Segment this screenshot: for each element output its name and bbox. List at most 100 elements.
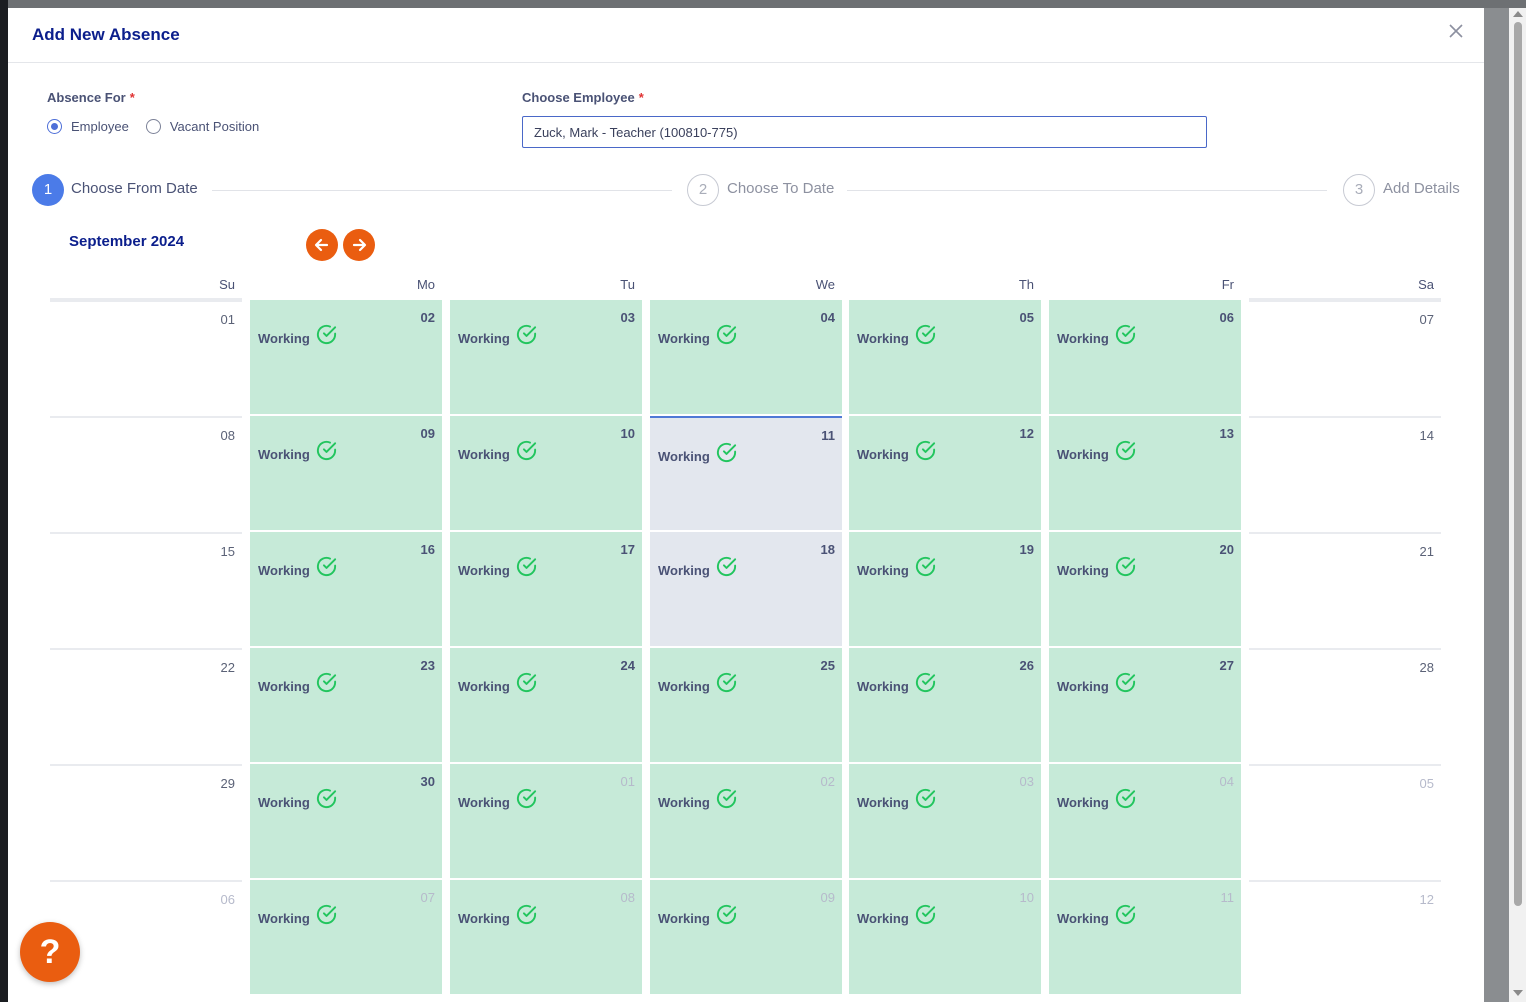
day-number: 12 (1019, 426, 1034, 441)
day-number: 01 (620, 774, 635, 789)
vacant-position-radio[interactable] (145, 119, 161, 134)
day-number: 01 (220, 312, 235, 327)
calendar-day[interactable]: 06 Working (1049, 300, 1241, 414)
required-mark: * (638, 90, 644, 105)
check-circle-icon (715, 671, 738, 694)
day-number: 15 (220, 544, 235, 559)
calendar-day[interactable]: 03 Working (450, 300, 642, 414)
calendar-day[interactable]: 11 Working (650, 416, 842, 530)
working-label: Working (1057, 795, 1109, 810)
working-label: Working (258, 563, 310, 578)
weekday-header: We (815, 277, 835, 292)
day-number: 04 (820, 310, 835, 325)
calendar-day[interactable]: 17 Working (450, 532, 642, 646)
calendar-day[interactable]: 19 Working (849, 532, 1041, 646)
working-status: Working (458, 440, 538, 462)
working-status: Working (658, 788, 738, 810)
working-label: Working (258, 679, 310, 694)
check-circle-icon (315, 787, 338, 810)
calendar-day-weekend: 06 (50, 880, 242, 994)
calendar-day[interactable]: 20 Working (1049, 532, 1241, 646)
check-circle-icon (515, 439, 538, 462)
day-number: 03 (1019, 774, 1034, 789)
choose-employee-label: Choose Employee * (522, 90, 644, 105)
day-number: 22 (220, 660, 235, 675)
check-circle-icon (315, 555, 338, 578)
check-circle-icon (315, 671, 338, 694)
check-circle-icon (1114, 323, 1137, 346)
calendar-day[interactable]: 02 Working (250, 300, 442, 414)
working-status: Working (258, 324, 338, 346)
scroll-down-icon[interactable] (1513, 990, 1523, 996)
calendar-day-weekend: 14 (1249, 416, 1441, 530)
calendar-day-weekend: 12 (1249, 880, 1441, 994)
close-icon[interactable] (1448, 23, 1464, 39)
calendar-day[interactable]: 24 Working (450, 648, 642, 762)
calendar-day[interactable]: 03 Working (849, 764, 1041, 878)
calendar-day[interactable]: 04 Working (650, 300, 842, 414)
help-button[interactable]: ? (20, 922, 80, 982)
calendar-day[interactable]: 09 Working (250, 416, 442, 530)
previous-month-button[interactable] (306, 229, 338, 261)
scroll-up-icon[interactable] (1513, 11, 1523, 17)
weekday-header: Su (219, 277, 235, 292)
working-label: Working (857, 331, 909, 346)
employee-search-input[interactable] (522, 116, 1207, 148)
day-number: 13 (1219, 426, 1234, 441)
calendar-day[interactable]: 07 Working (250, 880, 442, 994)
step-1-indicator: 1 (32, 174, 64, 206)
check-circle-icon (914, 787, 937, 810)
page-scrollbar[interactable] (1509, 8, 1526, 1002)
calendar-day[interactable]: 12 Working (849, 416, 1041, 530)
day-number: 06 (1219, 310, 1234, 325)
calendar-divider (1249, 298, 1441, 300)
calendar-day[interactable]: 02 Working (650, 764, 842, 878)
check-circle-icon (1114, 903, 1137, 926)
vacant-position-radio-label[interactable]: Vacant Position (169, 119, 260, 134)
calendar-day[interactable]: 16 Working (250, 532, 442, 646)
day-number: 07 (1419, 312, 1434, 327)
check-circle-icon (914, 439, 937, 462)
weekday-header: Th (1018, 277, 1034, 292)
calendar-day[interactable]: 18 Working (650, 532, 842, 646)
calendar-day[interactable]: 09 Working (650, 880, 842, 994)
working-label: Working (458, 563, 510, 578)
step-3-label: Add Details (1383, 180, 1460, 197)
working-status: Working (458, 904, 538, 926)
check-circle-icon (715, 787, 738, 810)
check-circle-icon (914, 323, 937, 346)
calendar-day[interactable]: 04 Working (1049, 764, 1241, 878)
calendar-day[interactable]: 25 Working (650, 648, 842, 762)
calendar-day[interactable]: 10 Working (450, 416, 642, 530)
calendar-day[interactable]: 01 Working (450, 764, 642, 878)
next-month-button[interactable] (343, 229, 375, 261)
step-2-label: Choose To Date (727, 180, 835, 197)
working-status: Working (658, 904, 738, 926)
step-connector (847, 190, 1327, 191)
step-1-label: Choose From Date (71, 180, 198, 197)
calendar-day[interactable]: 30 Working (250, 764, 442, 878)
calendar-day[interactable]: 10 Working (849, 880, 1041, 994)
arrow-right-icon (352, 238, 367, 252)
working-status: Working (857, 324, 937, 346)
check-circle-icon (1114, 787, 1137, 810)
calendar-day[interactable]: 11 Working (1049, 880, 1241, 994)
scroll-thumb[interactable] (1514, 22, 1522, 906)
working-status: Working (258, 672, 338, 694)
calendar-day[interactable]: 27 Working (1049, 648, 1241, 762)
calendar-day[interactable]: 23 Working (250, 648, 442, 762)
working-status: Working (857, 672, 937, 694)
backdrop-edge (0, 0, 8, 1002)
calendar-day[interactable]: 26 Working (849, 648, 1041, 762)
working-label: Working (658, 911, 710, 926)
calendar-day[interactable]: 13 Working (1049, 416, 1241, 530)
check-circle-icon (515, 671, 538, 694)
calendar-day-weekend: 21 (1249, 532, 1441, 646)
employee-radio[interactable] (47, 119, 62, 134)
calendar-day[interactable]: 08 Working (450, 880, 642, 994)
working-label: Working (857, 447, 909, 462)
calendar-day[interactable]: 05 Working (849, 300, 1041, 414)
step-3-indicator: 3 (1343, 174, 1375, 206)
day-number: 26 (1019, 658, 1034, 673)
employee-radio-label[interactable]: Employee (71, 119, 129, 134)
